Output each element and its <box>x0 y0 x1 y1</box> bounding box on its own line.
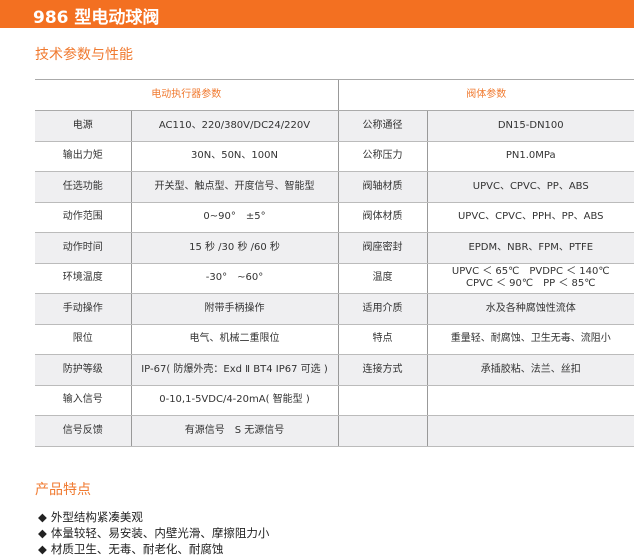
param-label: 防护等级 <box>35 354 131 386</box>
body-label: 连接方式 <box>337 354 427 386</box>
body-label: 阀座密封 <box>337 232 427 264</box>
param-label: 环境温度 <box>35 263 131 294</box>
param-value: IP-67( 防爆外壳：Exd Ⅱ BT4 IP67 可选 ) <box>130 354 338 386</box>
diamond-bullet-icon: ◆ <box>38 526 47 540</box>
section-title-features: 产品特点 <box>35 482 91 498</box>
param-label: 信号反馈 <box>35 415 131 447</box>
table-row: 电源 AC110、220/380V/DC24/220V 公称通径 DN15-DN100 <box>35 110 634 142</box>
param-label: 手动操作 <box>35 293 131 325</box>
param-label: 输出力矩 <box>35 141 131 172</box>
table-row: 信号反馈 有源信号 S 无源信号 <box>35 415 634 447</box>
table-row: 任选功能 开关型、触点型、开度信号、智能型 阀轴材质 UPVC、CPVC、PP、ABS <box>35 171 634 203</box>
param-label: 任选功能 <box>35 171 131 203</box>
param-value: 0-10,1-5VDC/4-20mA( 智能型 ) <box>130 385 338 416</box>
param-label: 动作范围 <box>35 202 131 233</box>
body-label: 阀体材质 <box>337 202 427 233</box>
body-value: UPVC、CPVC、PP、ABS <box>426 171 634 203</box>
body-value: UPVC ＜ 65℃ PVDPC ＜ 140℃ CPVC ＜ 90℃ PP ＜ … <box>426 263 634 294</box>
feature-item: ◆ 材质卫生、无毒、耐老化、耐腐蚀 <box>38 541 269 557</box>
body-label: 公称通径 <box>337 110 427 142</box>
param-value: -30° ~60° <box>130 263 338 294</box>
table-row: 手动操作 附带手柄操作 适用介质 水及各种腐蚀性流体 <box>35 293 634 325</box>
body-value: EPDM、NBR、FPM、PTFE <box>426 232 634 264</box>
body-value <box>426 385 634 416</box>
param-value: 电气、机械二重限位 <box>130 324 338 355</box>
body-value: 承插胶粘、法兰、丝扣 <box>426 354 634 386</box>
section-title-specs: 技术参数与性能 <box>35 47 133 63</box>
param-label: 动作时间 <box>35 232 131 264</box>
param-value: AC110、220/380V/DC24/220V <box>130 110 338 142</box>
table-row: 输出力矩 30N、50N、100N 公称压力 PN1.0MPa <box>35 141 634 172</box>
body-label: 公称压力 <box>337 141 427 172</box>
header-actuator: 电动执行器参数 <box>35 79 338 111</box>
body-label <box>337 415 427 447</box>
param-value: 开关型、触点型、开度信号、智能型 <box>130 171 338 203</box>
body-value: UPVC、CPVC、PPH、PP、ABS <box>426 202 634 233</box>
body-label: 温度 <box>337 263 427 294</box>
table-row: 防护等级 IP-67( 防爆外壳：Exd Ⅱ BT4 IP67 可选 ) 连接方式承… <box>35 354 634 386</box>
header-bar: 986 型电动球阀 <box>0 0 634 28</box>
param-value: 有源信号 S 无源信号 <box>130 415 338 447</box>
body-value <box>426 415 634 447</box>
page-title: 986 型电动球阀 <box>33 8 160 28</box>
body-label <box>337 385 427 416</box>
param-value: 0~90° ±5° <box>130 202 338 233</box>
body-value: DN15-DN100 <box>426 110 634 142</box>
feature-text: 材质卫生、无毒、耐老化、耐腐蚀 <box>50 542 224 556</box>
feature-list: ◆ 外型结构紧凑美观 ◆ 体量较轻、易安装、内壁光滑、摩擦阻力小 ◆ 材质卫生、无毒、耐老… <box>38 509 269 557</box>
feature-item: ◆ 体量较轻、易安装、内壁光滑、摩擦阻力小 <box>38 525 269 541</box>
table-row: 动作时间 15 秒 /30 秒 /60 秒阀座密封 EPDM、NBR、FPM、PTF… <box>35 232 634 264</box>
param-label: 电源 <box>35 110 131 142</box>
feature-item: ◆ 外型结构紧凑美观 <box>38 509 269 525</box>
diamond-bullet-icon: ◆ <box>38 510 47 524</box>
body-value: 重量轻、耐腐蚀、卫生无毒、流阻小 <box>426 324 634 355</box>
table-row: 限位 电气、机械二重限位 特点 重量轻、耐腐蚀、卫生无毒、流阻小 <box>35 324 634 355</box>
param-value: 15 秒 /30 秒 /60 秒 <box>130 232 338 264</box>
diamond-bullet-icon: ◆ <box>38 542 47 556</box>
body-value: PN1.0MPa <box>426 141 634 172</box>
param-label: 限位 <box>35 324 131 355</box>
param-value: 30N、50N、100N <box>130 141 338 172</box>
header-valve-body: 阀体参数 <box>337 79 634 111</box>
param-label: 输入信号 <box>35 385 131 416</box>
feature-text: 体量较轻、易安装、内壁光滑、摩擦阻力小 <box>50 526 270 540</box>
body-label: 特点 <box>337 324 427 355</box>
param-value: 附带手柄操作 <box>130 293 338 325</box>
table-row: 输入信号 0-10,1-5VDC/4-20mA( 智能型 ) <box>35 385 634 416</box>
feature-text: 外型结构紧凑美观 <box>50 510 143 524</box>
table-row: 动作范围 0~90° ±5° 阀体材质 UPVC、CPVC、PPH、PP、ABS <box>35 202 634 233</box>
body-value: 水及各种腐蚀性流体 <box>426 293 634 325</box>
table-row: 环境温度 -30° ~60° 温度 UPVC ＜ 65℃ PVDPC ＜ 140℃ C… <box>35 263 634 294</box>
spec-table: 电动执行器参数 阀体参数 电源 AC110、220/380V/DC24/220V 公… <box>35 79 634 447</box>
body-label: 适用介质 <box>337 293 427 325</box>
body-label: 阀轴材质 <box>337 171 427 203</box>
table-header-row: 电动执行器参数 阀体参数 <box>35 79 634 111</box>
